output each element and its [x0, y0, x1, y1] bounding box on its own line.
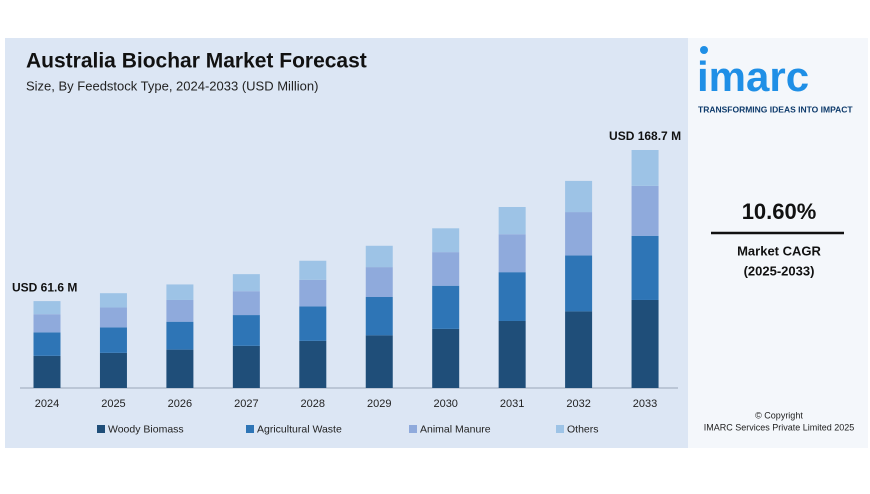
- legend-label: Agricultural Waste: [257, 423, 342, 435]
- sidebar-panel: [688, 38, 868, 448]
- x-tick-label: 2026: [168, 398, 192, 410]
- logo-dot: [700, 46, 708, 54]
- bar-segment: [166, 321, 194, 350]
- cagr-label: Market CAGR: [737, 243, 821, 258]
- bar-segment: [365, 335, 393, 388]
- cagr-value: 10.60%: [742, 199, 817, 224]
- legend-swatch: [246, 425, 254, 433]
- x-tick-label: 2027: [234, 398, 258, 410]
- bar-segment: [365, 245, 393, 268]
- bar-segment: [432, 285, 460, 329]
- legend-label: Others: [567, 423, 599, 435]
- bar-segment: [432, 252, 460, 286]
- bar-segment: [299, 260, 327, 280]
- bar-segment: [565, 311, 593, 388]
- bar-segment: [299, 279, 327, 307]
- legend-label: Animal Manure: [420, 423, 491, 435]
- bar-segment: [365, 297, 393, 336]
- bar-segment: [232, 274, 260, 292]
- legend-swatch: [409, 425, 417, 433]
- bar-segment: [631, 235, 659, 300]
- cagr-period: (2025-2033): [744, 263, 815, 278]
- copyright: © Copyright: [755, 410, 803, 420]
- bar-segment: [365, 267, 393, 298]
- bar-segment: [33, 314, 61, 333]
- bar-segment: [99, 327, 127, 353]
- x-tick-label: 2031: [500, 398, 524, 410]
- x-tick-label: 2030: [433, 398, 457, 410]
- bar-segment: [33, 301, 61, 315]
- bar-segment: [166, 284, 194, 300]
- bar-segment: [99, 352, 127, 388]
- legend-swatch: [556, 425, 564, 433]
- x-tick-label: 2029: [367, 398, 391, 410]
- bar-segment: [631, 150, 659, 186]
- bar-segment: [565, 212, 593, 256]
- chart-title: Australia Biochar Market Forecast: [26, 50, 367, 73]
- bar-segment: [33, 332, 61, 356]
- bar-segment: [631, 299, 659, 388]
- bar-segment: [498, 320, 526, 388]
- tagline: TRANSFORMING IDEAS INTO IMPACT: [698, 104, 853, 114]
- bar-segment: [232, 291, 260, 316]
- bar-segment: [299, 306, 327, 341]
- legend-label: Woody Biomass: [108, 423, 184, 435]
- bar-segment: [565, 180, 593, 213]
- x-tick-label: 2025: [101, 398, 125, 410]
- x-tick-label: 2028: [301, 398, 325, 410]
- chart-subtitle: Size, By Feedstock Type, 2024-2033 (USD …: [26, 78, 318, 93]
- bar-segment: [166, 299, 194, 322]
- bar-segment: [232, 315, 260, 346]
- logo: imarc: [697, 53, 809, 100]
- bar-segment: [99, 307, 127, 328]
- x-tick-label: 2033: [633, 398, 657, 410]
- bar-segment: [565, 255, 593, 312]
- bar-segment: [166, 349, 194, 388]
- bar-segment: [498, 206, 526, 235]
- annotation: USD 61.6 M: [12, 280, 77, 294]
- x-tick-label: 2032: [566, 398, 590, 410]
- bar-segment: [232, 345, 260, 388]
- bar-segment: [432, 228, 460, 253]
- bar-segment: [498, 272, 526, 321]
- bar-segment: [299, 340, 327, 388]
- company: IMARC Services Private Limited 2025: [704, 422, 855, 432]
- bar-segment: [432, 328, 460, 388]
- annotation: USD 168.7 M: [609, 129, 681, 143]
- bar-segment: [33, 355, 61, 388]
- x-tick-label: 2024: [35, 398, 59, 410]
- legend-swatch: [97, 425, 105, 433]
- bar-segment: [631, 185, 659, 236]
- bar-segment: [99, 293, 127, 308]
- bar-segment: [498, 234, 526, 273]
